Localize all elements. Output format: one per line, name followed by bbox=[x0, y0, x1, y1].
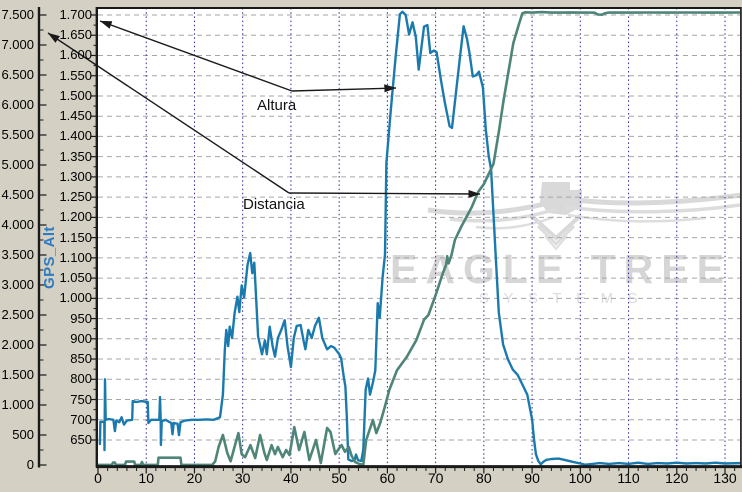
x-tick-label: 20 bbox=[186, 470, 203, 486]
outer-y-tick-label: 7.500 bbox=[1, 7, 34, 22]
inner-y-tick-label: 700 bbox=[70, 411, 92, 427]
h-gridlines bbox=[98, 14, 740, 441]
distancia-curve bbox=[98, 10, 740, 467]
axes bbox=[37, 7, 742, 474]
outer-y-tick-label: 6.000 bbox=[1, 97, 34, 112]
inner-y-tick-label: 1.150 bbox=[59, 229, 92, 245]
inner-y-tick-label: 1.250 bbox=[59, 189, 92, 205]
inner-y-tick-label: 1.000 bbox=[59, 290, 92, 306]
inner-y-tick-label: 1.650 bbox=[59, 27, 92, 43]
outer-y-tick-label: 1.000 bbox=[1, 397, 34, 412]
outer-y-tick-label: 2.000 bbox=[1, 337, 34, 352]
outer-y-tick-label: 6.500 bbox=[1, 67, 34, 82]
x-tick-label: 40 bbox=[283, 470, 299, 486]
x-tick-label: 130 bbox=[713, 470, 737, 486]
inner-y-tick-label: 1.200 bbox=[59, 209, 92, 225]
outer-y-tick-label: 4.500 bbox=[1, 187, 34, 202]
altura-curve bbox=[98, 10, 740, 466]
outer-y-tick-label: 2.500 bbox=[1, 307, 34, 322]
x-tick-label: 0 bbox=[94, 470, 102, 486]
outer-y-tick-label: 5.500 bbox=[1, 127, 34, 142]
inner-y-tick-label: 1.550 bbox=[59, 67, 92, 83]
inner-y-tick-label: 950 bbox=[70, 310, 92, 326]
x-tick-label: 120 bbox=[665, 470, 689, 486]
x-tick-label: 50 bbox=[331, 470, 347, 486]
annotation-arrows bbox=[47, 20, 481, 198]
inner-y-tick-label: 850 bbox=[70, 351, 92, 367]
plot-area[interactable] bbox=[98, 7, 740, 466]
outer-y-tick-label: 1.500 bbox=[1, 367, 34, 382]
inner-y-tick-label: 1.350 bbox=[59, 148, 92, 164]
x-tick-label: 80 bbox=[476, 470, 492, 486]
x-tick-label: 70 bbox=[427, 470, 444, 486]
inner-y-tick-label: 1.400 bbox=[59, 128, 92, 144]
outer-y-tick-label: 5.000 bbox=[1, 157, 34, 172]
inner-y-tick-label: 750 bbox=[70, 391, 92, 407]
outer-y-tick-label: 500 bbox=[12, 427, 34, 442]
annotation-altura-label: Altura bbox=[257, 97, 297, 114]
x-tick-label: 90 bbox=[524, 470, 540, 486]
x-tick-label: 10 bbox=[138, 470, 154, 486]
inner-y-tick-label: 800 bbox=[70, 371, 92, 387]
inner-y-tick-label: 1.450 bbox=[59, 108, 92, 124]
x-tick-label: 30 bbox=[234, 470, 251, 486]
watermark: EAGLE TREE SYSTEMS bbox=[390, 182, 742, 307]
outer-y-tick-label: 3.500 bbox=[1, 247, 34, 262]
outer-y-tick-label: 7.000 bbox=[1, 37, 34, 52]
inner-y-tick-label: 650 bbox=[70, 432, 92, 447]
x-tick-label: 60 bbox=[379, 470, 396, 486]
inner-y-tick-label: 1.700 bbox=[59, 7, 92, 22]
inner-y-tick-label: 1.600 bbox=[59, 47, 92, 63]
outer-y-tick-label: 3.000 bbox=[1, 277, 34, 292]
outer-y-tick-label: 0 bbox=[26, 457, 34, 472]
inner-y-tick-label: 1.050 bbox=[59, 270, 92, 286]
x-tick-label: 100 bbox=[568, 470, 592, 486]
x-tick-label: 110 bbox=[617, 470, 640, 486]
watermark-title: EAGLE TREE bbox=[390, 246, 732, 292]
inner-y-tick-label: 1.500 bbox=[59, 87, 92, 103]
outer-y-tick-label: 4.000 bbox=[1, 217, 34, 232]
inner-y-tick-label: 1.300 bbox=[59, 168, 92, 184]
inner-y-tick-label: 1.100 bbox=[59, 249, 92, 265]
inner-y-tick-label: 900 bbox=[70, 330, 92, 346]
annotation-distancia-label: Distancia bbox=[243, 196, 305, 213]
